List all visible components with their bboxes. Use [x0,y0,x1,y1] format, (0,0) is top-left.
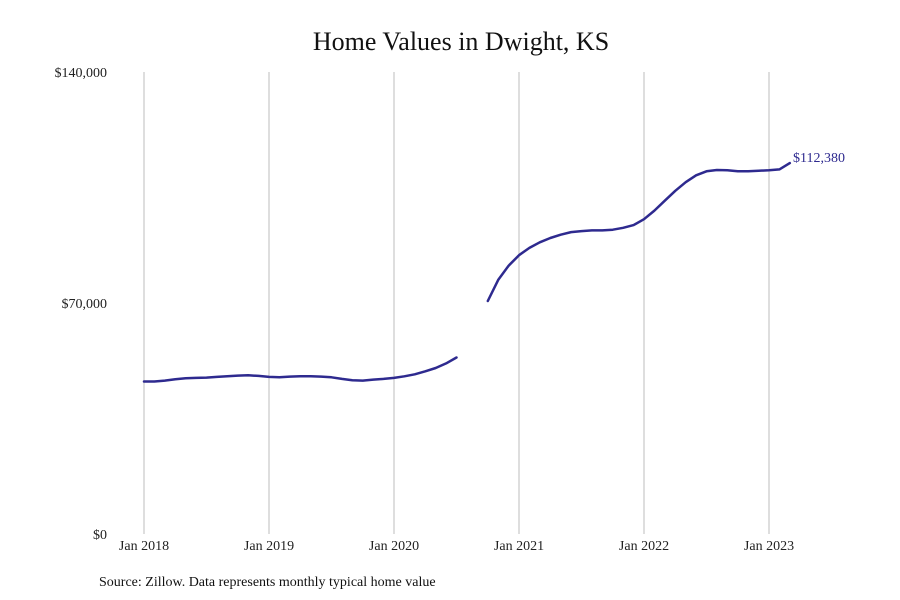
chart-title: Home Values in Dwight, KS [313,27,609,56]
y-axis-tick-labels: $0 $70,000 $140,000 [55,66,108,543]
x-tick-label: Jan 2019 [244,539,294,554]
x-tick-label: Jan 2020 [369,539,419,554]
gridlines [143,72,770,534]
series-line [142,161,792,383]
x-tick-label: Jan 2022 [619,539,669,554]
x-tick-label: Jan 2018 [119,539,169,554]
x-tick-label: Jan 2023 [744,539,794,554]
series-line-segment [486,161,792,303]
series-line-segment [142,356,458,383]
y-tick-label: $140,000 [55,66,108,81]
y-tick-label: $0 [93,528,107,543]
source-note: Source: Zillow. Data represents monthly … [99,575,436,590]
end-value-label: $112,380 [793,151,845,166]
y-tick-label: $70,000 [62,297,108,312]
x-tick-label: Jan 2021 [494,539,544,554]
x-axis-tick-labels: Jan 2018 Jan 2019 Jan 2020 Jan 2021 Jan 2022… [119,539,794,554]
